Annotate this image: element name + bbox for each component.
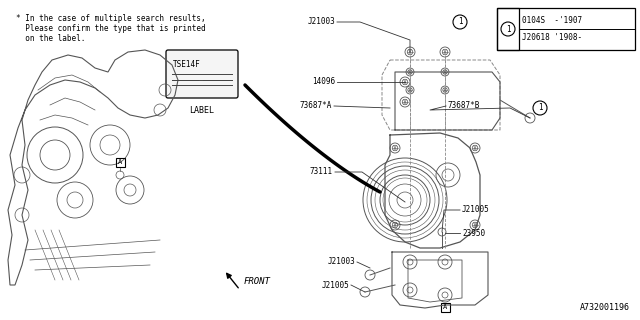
Text: A732001196: A732001196: [580, 303, 630, 312]
Text: J20618 '1908-: J20618 '1908-: [522, 33, 582, 42]
Text: FRONT: FRONT: [244, 277, 271, 286]
Text: 14096: 14096: [312, 77, 335, 86]
Bar: [440, 302, 449, 311]
Text: 1: 1: [506, 25, 510, 34]
Text: 23950: 23950: [462, 228, 485, 237]
Bar: [115, 157, 125, 166]
Text: 73687*B: 73687*B: [448, 101, 481, 110]
Text: 73687*A: 73687*A: [300, 101, 332, 110]
Text: A: A: [118, 159, 122, 165]
Bar: [497, 8, 519, 50]
Text: 1: 1: [458, 18, 462, 27]
FancyBboxPatch shape: [166, 50, 238, 98]
Text: on the label.: on the label.: [16, 34, 85, 43]
Text: 1: 1: [538, 103, 542, 113]
Text: Please confirm the type that is printed: Please confirm the type that is printed: [16, 24, 205, 33]
Text: J21005: J21005: [321, 281, 349, 290]
Text: A: A: [443, 304, 447, 310]
Text: 73111: 73111: [310, 167, 333, 177]
Bar: [497, 8, 635, 50]
Text: J21003: J21003: [327, 258, 355, 267]
Text: LABEL: LABEL: [189, 106, 214, 115]
Text: 0104S  -'1907: 0104S -'1907: [522, 16, 582, 25]
Text: * In the case of multiple search results,: * In the case of multiple search results…: [16, 14, 205, 23]
Text: TSE14F: TSE14F: [173, 60, 201, 69]
Text: J21003: J21003: [307, 18, 335, 27]
Text: J21005: J21005: [462, 205, 490, 214]
